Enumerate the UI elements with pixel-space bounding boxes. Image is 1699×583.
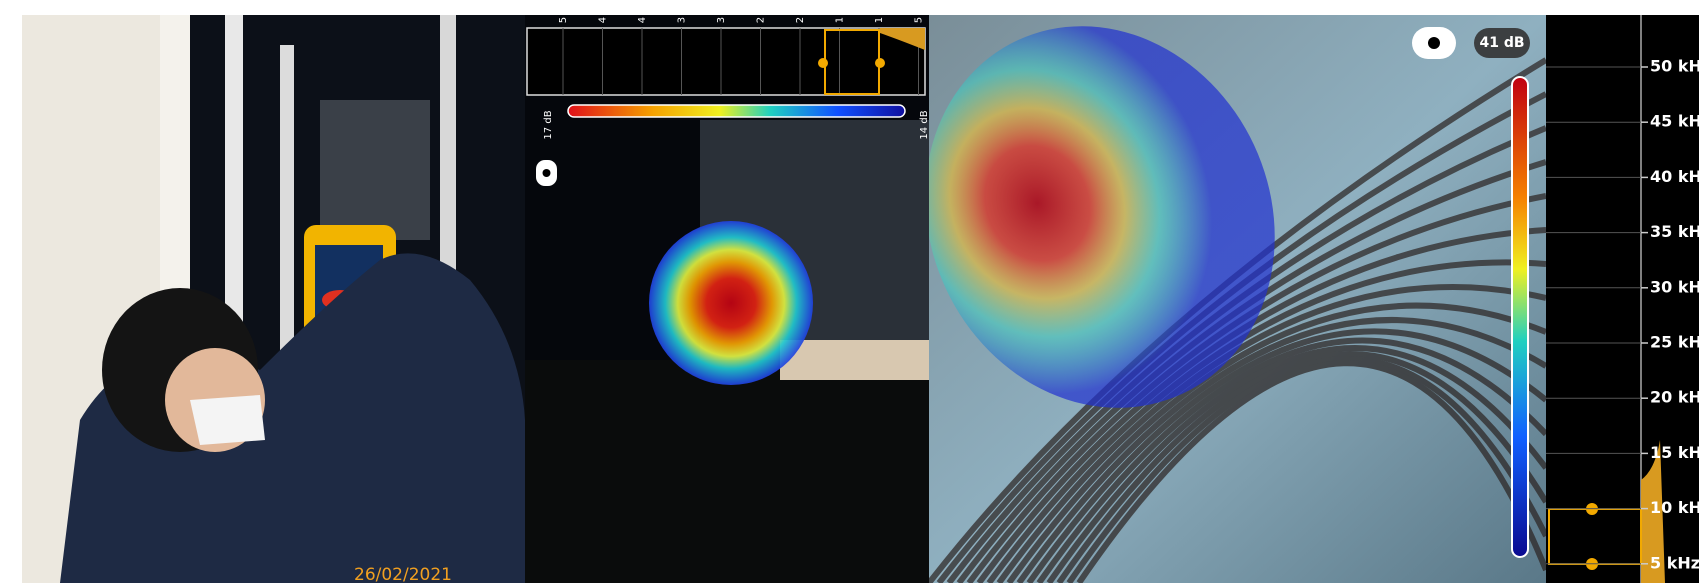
facade-line <box>1056 351 1546 583</box>
facade-line <box>1036 337 1546 583</box>
min-level: 17 dB <box>543 110 554 139</box>
scale-label: 5 <box>558 17 569 23</box>
level: 41 dB <box>1479 35 1524 51</box>
facade-line <box>1046 345 1546 583</box>
scale-label: 4 <box>598 17 609 23</box>
right-screen: 41 dB <box>929 15 1546 583</box>
facade-line <box>986 259 1546 583</box>
left-photo: 26/02/2021 <box>22 15 525 583</box>
facade-line <box>1026 328 1546 583</box>
max-level: 14 dB <box>919 110 930 139</box>
frequency-label: 50 kHz <box>1650 57 1699 76</box>
scale-label: 5 <box>914 17 925 23</box>
scale-label: 2 <box>795 17 806 23</box>
scale-label: 4 <box>637 17 648 23</box>
scale-label: 2 <box>756 17 767 23</box>
scale-label: 1 <box>835 17 846 23</box>
frequency-label: 30 kHz <box>1650 277 1699 296</box>
frequency-label: 25 kHz <box>1650 333 1699 352</box>
frequency-panel: 50 kHz 45 kHz 40 kHz 35 kHz 30 kHz 25 kHz 20 k… <box>1546 15 1699 583</box>
frequency-label: 15 kHz <box>1650 443 1699 462</box>
facade-line <box>1066 356 1546 583</box>
frequency-label: 20 kHz <box>1650 388 1699 407</box>
scale-label: 3 <box>677 17 688 23</box>
frequency-label: 10 kHz <box>1650 498 1699 517</box>
camera-icon <box>1428 37 1440 49</box>
date-stamp: 26/02/2021 <box>354 565 452 583</box>
frequency-label: 5 kHz <box>1650 553 1699 572</box>
facade-line <box>1076 360 1546 583</box>
scale-label: 3 <box>716 17 727 23</box>
frequency-label: 40 kHz <box>1650 167 1699 186</box>
facade-line <box>1016 316 1546 583</box>
facade-line <box>996 284 1546 583</box>
facade-line <box>1006 302 1546 583</box>
middle-screen: 5 4 4 3 3 2 2 1 1 5 17 dB 14 dB <box>525 15 930 583</box>
frequency-label: 45 kHz <box>1650 112 1699 131</box>
frequency-label: 35 kHz <box>1650 222 1699 241</box>
scale-label: 1 <box>874 17 885 23</box>
camera-icon <box>542 169 551 177</box>
